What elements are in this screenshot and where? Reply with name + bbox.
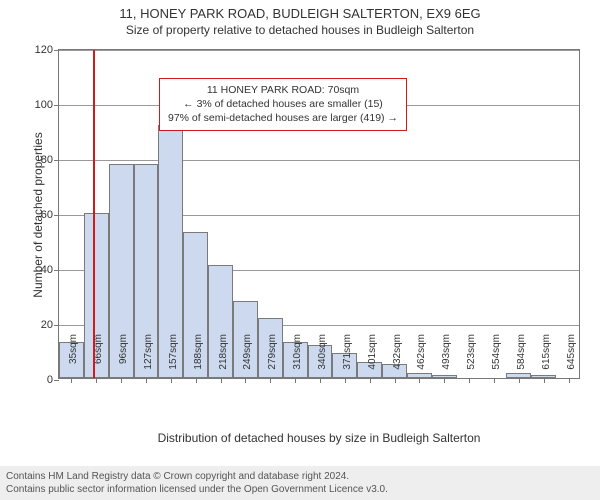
y-tick-label: 120 [35,44,59,56]
y-tick-label: 100 [35,99,59,111]
x-tick-label: 371sqm [342,334,353,384]
property-info-box: 11 HONEY PARK ROAD: 70sqm← 3% of detache… [159,78,407,131]
x-tick-label: 493sqm [441,334,452,384]
x-tick-label: 188sqm [193,334,204,384]
title-main: 11, HONEY PARK ROAD, BUDLEIGH SALTERTON,… [0,0,600,21]
x-tick-label: 310sqm [292,334,303,384]
x-tick-label: 523sqm [466,334,477,384]
x-tick-label: 35sqm [68,334,79,384]
x-tick-label: 157sqm [168,334,179,384]
x-tick-label: 584sqm [516,334,527,384]
x-tick-label: 249sqm [242,334,253,384]
x-tick-label: 96sqm [118,334,129,384]
grid-line [59,160,579,161]
x-tick-label: 554sqm [491,334,502,384]
x-tick-label: 432sqm [392,334,403,384]
info-line2: ← 3% of detached houses are smaller (15) [168,97,398,111]
footer-line1: Contains HM Land Registry data © Crown c… [6,470,594,483]
footer-line2: Contains public sector information licen… [6,483,594,496]
x-axis-title: Distribution of detached houses by size … [58,431,580,445]
x-tick-label: 279sqm [267,334,278,384]
x-tick-label: 401sqm [367,334,378,384]
footer: Contains HM Land Registry data © Crown c… [0,466,600,500]
x-tick-label: 462sqm [416,334,427,384]
x-tick-label: 615sqm [541,334,552,384]
x-tick-label: 218sqm [218,334,229,384]
grid-line [59,50,579,51]
y-tick-label: 20 [41,319,59,331]
title-sub: Size of property relative to detached ho… [0,21,600,41]
x-tick-label: 127sqm [143,334,154,384]
property-marker-line [93,50,95,378]
x-tick-label: 645sqm [566,334,577,384]
info-line1: 11 HONEY PARK ROAD: 70sqm [168,83,398,97]
y-axis-title: Number of detached properties [31,115,45,315]
x-tick-label: 340sqm [317,334,328,384]
chart-container: 02040608010012035sqm66sqm96sqm127sqm157s… [0,41,600,441]
y-tick-label: 0 [47,374,59,386]
info-line3: 97% of semi-detached houses are larger (… [168,111,398,125]
plot-area: 02040608010012035sqm66sqm96sqm127sqm157s… [58,49,580,379]
